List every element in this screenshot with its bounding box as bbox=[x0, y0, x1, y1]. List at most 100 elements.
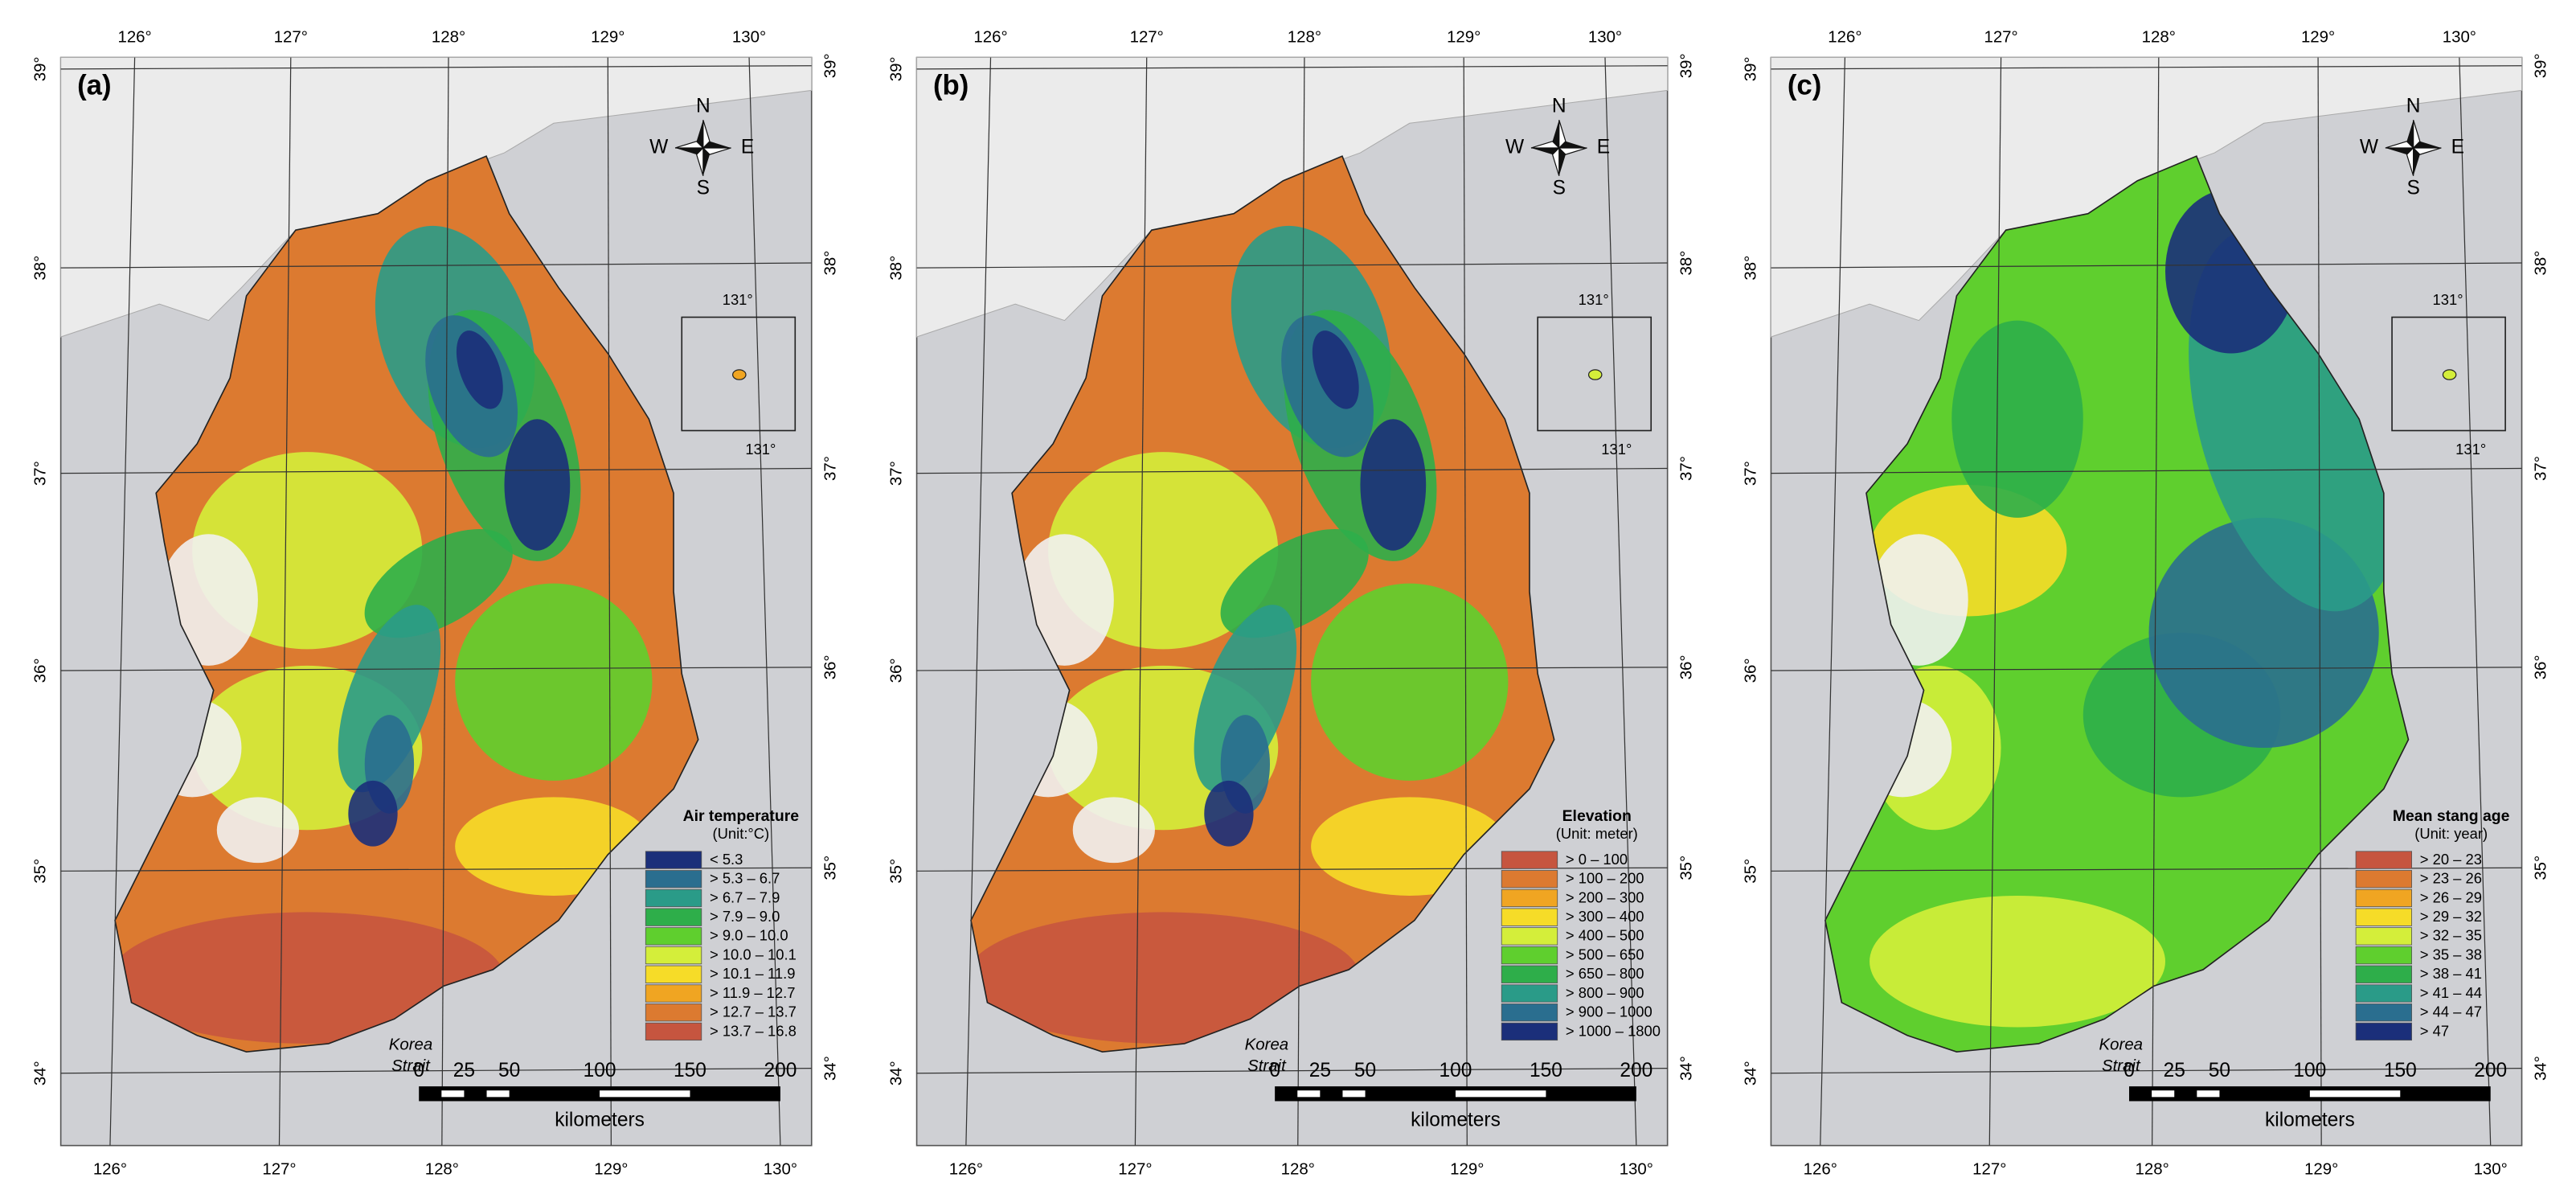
parallel bbox=[916, 262, 1668, 269]
legend-label: > 1000 – 1800 bbox=[1566, 1022, 1661, 1039]
scale-tick-label: 0 bbox=[2123, 1060, 2135, 1081]
legend-label: > 5.3 – 6.7 bbox=[710, 870, 780, 887]
place-label: Strait bbox=[1247, 1057, 1287, 1075]
raster-patch bbox=[1204, 780, 1254, 847]
raster-patch bbox=[504, 419, 571, 551]
scale-tick-label: 150 bbox=[2384, 1060, 2417, 1081]
place-label: Strait bbox=[2102, 1057, 2141, 1075]
lat-label: 39° bbox=[822, 53, 840, 78]
scale-bar-seg bbox=[2152, 1090, 2175, 1098]
legend-unit: (Unit: year) bbox=[2414, 825, 2488, 842]
legend-label: > 23 – 26 bbox=[2420, 870, 2482, 887]
lat-label: 36° bbox=[31, 659, 49, 683]
lat-label: 34° bbox=[822, 1056, 840, 1081]
legend-swatch bbox=[2355, 888, 2413, 908]
legend-unit: (Unit:°C) bbox=[713, 825, 770, 842]
lon-label: 130° bbox=[2443, 28, 2476, 46]
legend-swatch bbox=[645, 984, 702, 1003]
legend-swatch bbox=[2355, 1022, 2413, 1041]
legend-label: > 10.0 – 10.1 bbox=[710, 946, 797, 962]
scale-tick-label: 150 bbox=[1530, 1060, 1562, 1081]
lon-label: 129° bbox=[2304, 1161, 2338, 1179]
scale-tick-label: 100 bbox=[1440, 1060, 1472, 1081]
scale-bar-seg bbox=[1297, 1090, 1321, 1098]
legend-label: > 35 – 38 bbox=[2420, 946, 2482, 962]
scale-tick-label: 50 bbox=[498, 1060, 520, 1081]
meridian bbox=[2459, 57, 2492, 1146]
inset-box bbox=[2391, 316, 2506, 432]
legend-label: > 26 – 29 bbox=[2420, 888, 2482, 905]
meridian bbox=[278, 57, 292, 1146]
lat-label: 39° bbox=[2532, 53, 2549, 78]
lat-label: 39° bbox=[887, 56, 905, 81]
raster-patch bbox=[1870, 895, 2165, 1028]
island bbox=[732, 369, 747, 380]
compass-star-light bbox=[1530, 120, 1587, 176]
scale-tick-label: 25 bbox=[1309, 1060, 1331, 1081]
inset-box bbox=[1537, 316, 1652, 432]
legend-swatch bbox=[2355, 1003, 2413, 1022]
meridian bbox=[2317, 57, 2322, 1146]
raster-patch bbox=[1360, 419, 1427, 551]
parallel bbox=[1771, 65, 2522, 70]
compass-e: E bbox=[741, 136, 754, 158]
legend-label: > 500 – 650 bbox=[1566, 946, 1644, 962]
legend-title: Elevation bbox=[1562, 807, 1632, 825]
parallel bbox=[916, 667, 1668, 671]
lat-label: 37° bbox=[1742, 461, 1759, 486]
legend-label: > 0 – 100 bbox=[1566, 851, 1628, 868]
place-label: Korea bbox=[1245, 1036, 1289, 1053]
legend-label: > 100 – 200 bbox=[1566, 870, 1644, 887]
lat-label: 34° bbox=[31, 1061, 49, 1085]
legend-label: < 5.3 bbox=[710, 851, 743, 868]
lon-label: 130° bbox=[1588, 28, 1622, 46]
compass-e: E bbox=[2451, 136, 2464, 158]
legend-swatch bbox=[645, 965, 702, 983]
raster-patch bbox=[216, 797, 300, 864]
lon-label: 129° bbox=[1447, 28, 1480, 46]
meridian bbox=[2152, 57, 2160, 1146]
scale-bar-seg bbox=[1455, 1090, 1546, 1098]
lon-label: 127° bbox=[262, 1161, 296, 1179]
map-panel: 126° 126° 127° 127° 128° 128° 129° 129° 130° 130°… bbox=[887, 28, 1695, 1178]
legend-swatch bbox=[1501, 965, 1558, 983]
legend-label: > 11.9 – 12.7 bbox=[710, 984, 795, 1001]
lat-label: 36° bbox=[2532, 655, 2549, 679]
island bbox=[2442, 369, 2457, 380]
scale-bar-seg bbox=[600, 1090, 690, 1098]
lat-label: 38° bbox=[822, 251, 840, 276]
legend-label: > 41 – 44 bbox=[2420, 984, 2482, 1001]
inset-label: 131° bbox=[745, 441, 776, 458]
lat-label: 35° bbox=[822, 856, 840, 880]
scale-tick-label: 50 bbox=[2209, 1060, 2230, 1081]
legend-label: > 38 – 41 bbox=[2420, 965, 2482, 982]
scale-bar-seg bbox=[486, 1090, 510, 1098]
lat-label: 35° bbox=[1742, 859, 1759, 884]
raster-patch bbox=[1072, 797, 1155, 864]
raster-patch bbox=[1194, 605, 1297, 793]
legend-title: Mean stang age bbox=[2393, 807, 2510, 825]
scale-unit: kilometers bbox=[555, 1109, 645, 1131]
legend-label: > 9.0 – 10.0 bbox=[710, 927, 788, 944]
lat-label: 38° bbox=[2532, 251, 2549, 276]
parallel bbox=[916, 1067, 1668, 1074]
legend-swatch bbox=[645, 851, 702, 869]
parallel bbox=[60, 65, 812, 70]
parallel bbox=[60, 262, 812, 269]
compass-n: N bbox=[1552, 95, 1566, 117]
legend-swatch bbox=[1501, 946, 1558, 965]
scale-bar-seg bbox=[1342, 1090, 1366, 1098]
island bbox=[1587, 369, 1603, 380]
parallel bbox=[916, 65, 1668, 70]
inset-label: 131° bbox=[1601, 441, 1632, 458]
compass-w: W bbox=[649, 136, 669, 158]
lat-label: 36° bbox=[822, 655, 840, 679]
meridian bbox=[441, 57, 449, 1146]
lon-label: 128° bbox=[2142, 28, 2176, 46]
panel-label: (b) bbox=[933, 71, 969, 101]
lon-label: 126° bbox=[93, 1161, 127, 1179]
compass-s: S bbox=[1553, 178, 1566, 199]
meridian bbox=[607, 57, 612, 1146]
raster bbox=[115, 156, 698, 1053]
